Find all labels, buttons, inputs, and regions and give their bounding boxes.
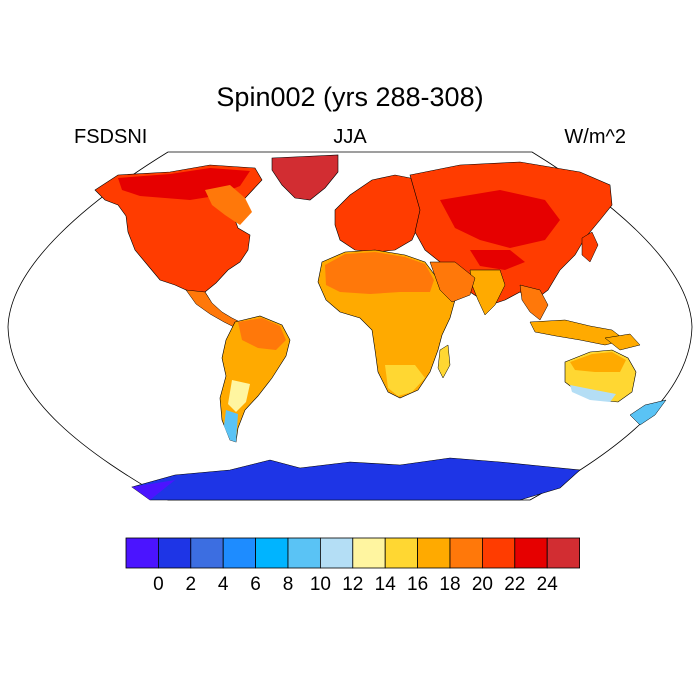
- land-india: [469, 269, 506, 316]
- colorbar-tick-label: 2: [186, 574, 197, 595]
- colorbar-box: [125, 537, 159, 569]
- colorbar-box: [222, 537, 256, 569]
- land-australia-north: [570, 352, 626, 372]
- colorbar-tick-label: 24: [537, 574, 559, 595]
- land-south-america-south-yellow: [228, 380, 250, 412]
- land-madagascar: [437, 344, 451, 379]
- land-japan: [581, 231, 599, 263]
- colorbar-tick-label: 20: [472, 574, 493, 595]
- colorbar-box: [384, 537, 419, 569]
- colorbar-box: [190, 537, 224, 569]
- colorbar-tick-label: 14: [375, 574, 397, 595]
- land-hudson-bay-region: [205, 185, 252, 225]
- land-south-america-north: [238, 318, 286, 350]
- land-asia-interior: [440, 190, 560, 248]
- colorbar-box: [157, 537, 192, 569]
- colorbar-tick-label: 18: [439, 574, 460, 595]
- map-title: Spin002 (yrs 288-308): [216, 82, 484, 112]
- land-south-america-tip: [224, 410, 238, 442]
- colorbar-boxes: [125, 537, 581, 569]
- land-sahara: [325, 252, 434, 294]
- season-label: JJA: [333, 126, 367, 148]
- colorbar-tick-label: 10: [310, 574, 331, 595]
- land-australia-south: [570, 385, 616, 402]
- variable-label: FSDSNI: [74, 126, 148, 148]
- land-antarctica-edge: [132, 480, 175, 500]
- land-southeast-asia: [519, 284, 549, 321]
- land-arabia: [429, 261, 476, 303]
- colorbar-box: [255, 537, 289, 569]
- land-greenland: [271, 154, 339, 201]
- colorbar-tick-label: 0: [153, 574, 164, 595]
- colorbar-box: [481, 537, 516, 569]
- colorbar-box: [514, 537, 548, 569]
- land-antarctica: [131, 457, 581, 501]
- land-new-guinea: [604, 333, 641, 351]
- colorbar-tick-labels: 0 2 4 6 8 10 12 14 16 18 20 22 24: [153, 574, 558, 595]
- units-label: W/m^2: [564, 126, 626, 148]
- colorbar-tick-label: 22: [504, 574, 525, 595]
- colorbar-box: [352, 537, 386, 569]
- colorbar-tick-label: 8: [283, 574, 294, 595]
- land-new-zealand: [629, 399, 667, 426]
- colorbar-box: [319, 537, 354, 569]
- land-tibet: [470, 250, 525, 270]
- land-south-africa: [385, 365, 425, 396]
- colorbar-box: [287, 537, 321, 569]
- colorbar-tick-label: 6: [250, 574, 261, 595]
- colorbar-tick-label: 12: [342, 574, 363, 595]
- colorbar-tick-label: 4: [218, 574, 229, 595]
- colorbar-box: [449, 537, 483, 569]
- world-map: [7, 151, 693, 501]
- colorbar-box: [417, 537, 451, 569]
- colorbar-box: [546, 537, 581, 569]
- colorbar-tick-label: 16: [407, 574, 428, 595]
